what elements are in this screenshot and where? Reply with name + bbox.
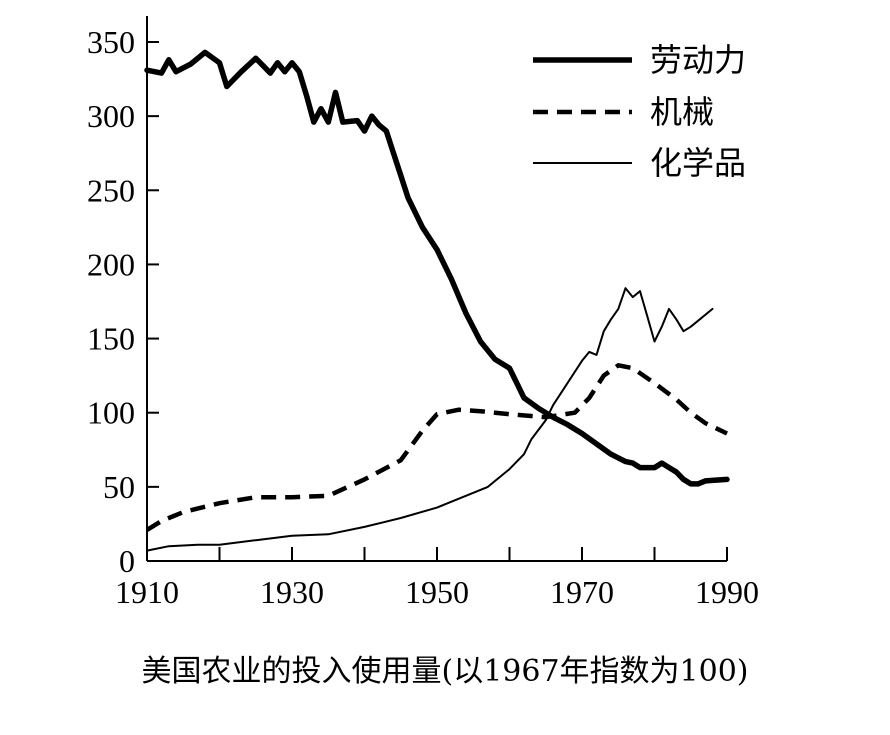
series-line-1 <box>145 363 728 532</box>
y-tick-label: 300 <box>87 98 135 134</box>
series-line-0 <box>144 49 730 487</box>
x-tick-label: 1990 <box>695 574 759 610</box>
y-tick-label: 100 <box>87 395 135 431</box>
y-tick-label: 50 <box>103 469 135 505</box>
y-tick-label: 0 <box>119 543 135 579</box>
x-tick-label: 1950 <box>405 574 469 610</box>
plot-lines <box>144 49 730 552</box>
legend-label-1: 机械 <box>650 93 714 131</box>
x-tick-label: 1910 <box>115 574 179 610</box>
y-tick-label: 150 <box>87 321 135 357</box>
y-tick-label: 200 <box>87 246 135 282</box>
series-line-2 <box>146 287 714 552</box>
y-tick-label: 250 <box>87 172 135 208</box>
legend-label-2: 化学品 <box>650 144 746 182</box>
axis-ticks: 0 50 100 150 200 250 300 350 1910 1930 1950 1970 199… <box>87 24 759 610</box>
y-tick-label: 350 <box>87 24 135 60</box>
chart-caption: 美国农业的投入使用量(以1967年指数为100) <box>141 654 749 689</box>
line-chart: 0 50 100 150 200 250 300 350 1910 1930 1950 1970 199… <box>87 16 759 610</box>
legend-label-0: 劳动力 <box>650 41 746 79</box>
x-tick-label: 1930 <box>260 574 324 610</box>
x-tick-label: 1970 <box>550 574 614 610</box>
